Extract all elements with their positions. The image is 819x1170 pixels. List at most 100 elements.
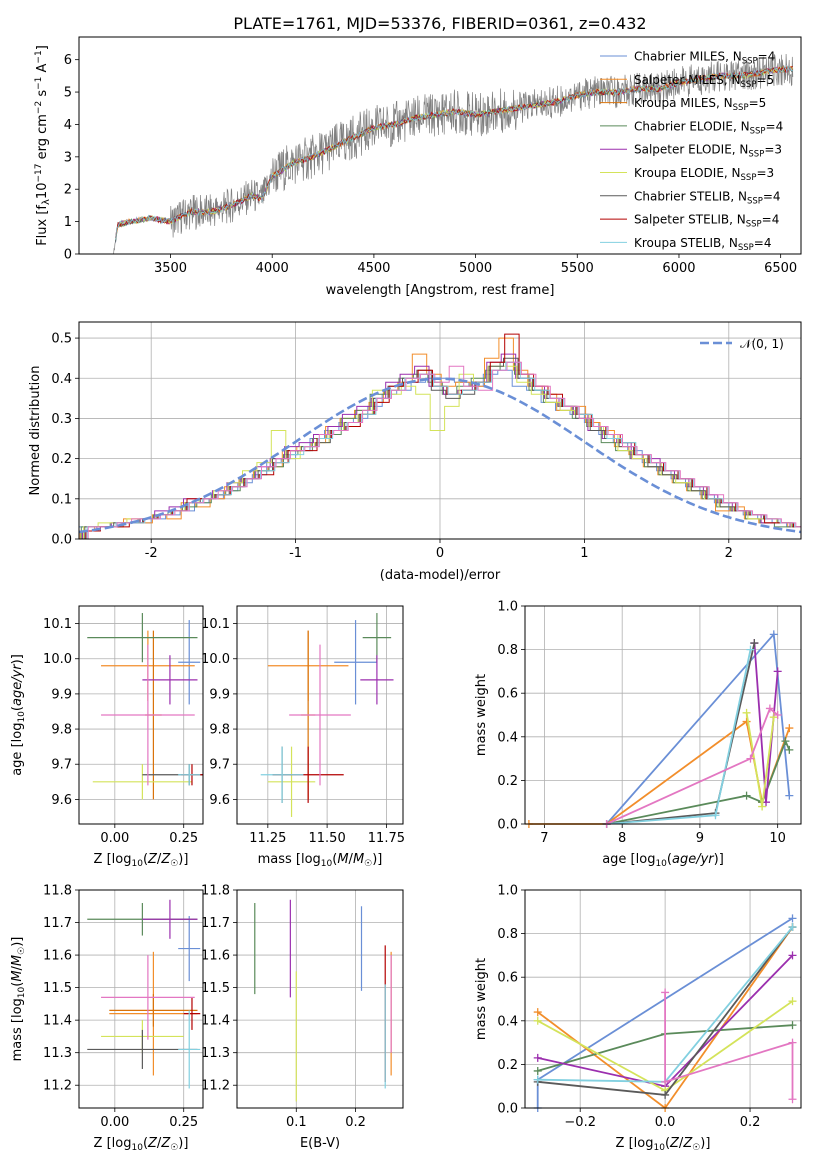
y-tick-label: 0.8 bbox=[497, 927, 518, 942]
plus-marker bbox=[773, 711, 782, 719]
x-tick-label: 10 bbox=[769, 831, 786, 846]
axis-label-part: 10 bbox=[131, 859, 143, 869]
plus-marker bbox=[769, 630, 778, 639]
axis-label-part: A bbox=[35, 63, 50, 76]
legend-label: Salpeter ELODIE, NSSP=3 bbox=[634, 143, 782, 160]
axis-label-part: )] bbox=[372, 852, 382, 867]
age-vs-Z-ylabel: age [log10(age/yr)] bbox=[10, 654, 27, 776]
axis-label-part: )] bbox=[700, 1136, 710, 1151]
legend-label-count: =4 bbox=[762, 213, 780, 227]
plus-marker bbox=[765, 704, 774, 713]
y-tick-label: 0.1 bbox=[51, 492, 72, 507]
legend-label-name: Kroupa ELODIE, N bbox=[634, 166, 741, 180]
y-tick-label: 0.2 bbox=[51, 452, 72, 467]
axis-label-part: )] bbox=[178, 852, 188, 867]
axis-label-part: −1 bbox=[34, 50, 44, 63]
axis-label-part: Z bbox=[160, 852, 171, 867]
axis-label-part: −2 bbox=[34, 101, 44, 114]
y-tick-label: 9.9 bbox=[209, 687, 230, 702]
mass-vs-ebv-xlabel: E(B-V) bbox=[300, 1136, 340, 1151]
mass-vs-Z-xlabel: Z [log10(Z/Z☉)] bbox=[94, 1136, 189, 1153]
y-tick-label: 9.8 bbox=[209, 723, 230, 738]
age-vs-Z-frame bbox=[78, 605, 204, 825]
y-tick-label: 9.7 bbox=[51, 758, 72, 773]
y-tick-label: 11.6 bbox=[43, 949, 72, 964]
x-tick-label: -2 bbox=[145, 546, 158, 561]
y-tick-label: 9.7 bbox=[209, 758, 230, 773]
x-tick-label: 6000 bbox=[662, 261, 695, 276]
mass-vs-Z-axes: 0.00 0.25 11.2 11.3 11.4 11.5 11.6 11.7 11.8 bbox=[43, 884, 203, 1130]
y-tick-label: 0.4 bbox=[497, 730, 518, 745]
legend-label-name: Chabrier ELODIE, N bbox=[634, 119, 750, 133]
plus-marker bbox=[661, 1090, 670, 1099]
legend-label-name: Salpeter ELODIE, N bbox=[634, 143, 748, 157]
y-tick-label: 10.1 bbox=[43, 617, 72, 632]
histogram-step-series bbox=[87, 361, 801, 539]
plus-marker bbox=[788, 1095, 797, 1104]
mass-vs-Z-frame bbox=[78, 889, 204, 1109]
y-tick-label: 11.4 bbox=[43, 1014, 72, 1029]
axis-label-part: ( bbox=[10, 706, 25, 711]
plus-marker bbox=[785, 791, 794, 800]
legend-label: Kroupa ELODIE, NSSP=3 bbox=[634, 166, 774, 183]
x-tick-label: 0.00 bbox=[100, 1115, 129, 1130]
axis-label-part: 10 bbox=[131, 1143, 143, 1153]
axis-label-part: ( bbox=[143, 852, 148, 867]
mass-vs-Z-ylabel: mass [log10(M/M☉)] bbox=[10, 937, 27, 1062]
y-tick-label: 9.8 bbox=[51, 723, 72, 738]
weight-vs-age-frame bbox=[524, 605, 802, 825]
legend-label-name: Salpeter MILES, N bbox=[634, 73, 741, 87]
axis-label-part: ( bbox=[332, 852, 337, 867]
x-tick-label: 3500 bbox=[154, 261, 187, 276]
y-tick-label: 4 bbox=[64, 118, 72, 133]
spectrum-ylabel: Flux [fλ10−17 erg cm−2 s−1 A−1] bbox=[34, 45, 52, 246]
y-tick-label: 1 bbox=[64, 215, 72, 230]
legend-label-subscript: SSP bbox=[748, 150, 764, 160]
legend-label-subscript: SSP bbox=[733, 103, 749, 113]
legend-label-subscript: SSP bbox=[747, 196, 763, 206]
y-tick-label: 10.0 bbox=[201, 652, 230, 667]
axis-label-part: ☉ bbox=[170, 859, 178, 869]
histogram-step-series bbox=[86, 361, 801, 539]
age-vs-Z-xlabel: Z [log10(Z/Z☉)] bbox=[94, 852, 189, 869]
plus-marker bbox=[742, 708, 751, 717]
spectrum-frame bbox=[78, 36, 802, 255]
axis-label-part: ☉ bbox=[692, 1143, 700, 1153]
y-tick-label: 11.2 bbox=[201, 1079, 230, 1094]
axis-label-part: ( bbox=[665, 1136, 670, 1151]
histogram-series-group bbox=[79, 333, 801, 539]
axis-label-part: mass [log bbox=[258, 852, 321, 867]
axis-label-part: Z bbox=[147, 852, 158, 867]
y-tick-label: 0.6 bbox=[497, 971, 518, 986]
y-tick-label: 0.0 bbox=[51, 533, 72, 548]
y-tick-label: 0.5 bbox=[51, 332, 72, 347]
y-tick-label: 5 bbox=[64, 86, 72, 101]
legend-label: Chabrier STELIB, NSSP=4 bbox=[634, 189, 781, 206]
y-tick-label: 10.1 bbox=[201, 617, 230, 632]
age-vs-mass-xlabel: mass [log10(M/M☉)] bbox=[258, 852, 383, 869]
legend-label: Salpeter STELIB, NSSP=4 bbox=[634, 213, 779, 230]
y-tick-label: 10.0 bbox=[43, 652, 72, 667]
plus-marker bbox=[533, 1075, 542, 1084]
axis-label-part: ☉ bbox=[364, 859, 372, 869]
plus-marker bbox=[785, 745, 794, 754]
x-tick-label: 0.2 bbox=[740, 1115, 761, 1130]
legend-label: Chabrier MILES, NSSP=4 bbox=[634, 50, 775, 67]
axis-label-part: )] bbox=[178, 1136, 188, 1151]
y-tick-label: 1.0 bbox=[497, 884, 518, 899]
histogram-ylabel: Normed distribution bbox=[28, 366, 43, 496]
axis-label-part: λ bbox=[41, 199, 52, 205]
axis-label-part: M bbox=[10, 970, 25, 981]
plus-marker bbox=[788, 1038, 797, 1047]
y-tick-label: 11.8 bbox=[43, 884, 72, 899]
plus-marker bbox=[788, 997, 797, 1006]
y-tick-label: 11.5 bbox=[43, 981, 72, 996]
axis-label-part: / bbox=[157, 1136, 162, 1151]
y-tick-label: 0.4 bbox=[51, 372, 72, 387]
x-tick-label: -1 bbox=[289, 546, 302, 561]
x-tick-label: 4500 bbox=[357, 261, 390, 276]
weight-vs-age-ylabel: mass weight bbox=[474, 674, 489, 756]
age-vs-mass-frame bbox=[236, 605, 404, 825]
axis-label-part: Z [log bbox=[94, 1136, 132, 1151]
legend-label: Kroupa STELIB, NSSP=4 bbox=[634, 236, 772, 253]
